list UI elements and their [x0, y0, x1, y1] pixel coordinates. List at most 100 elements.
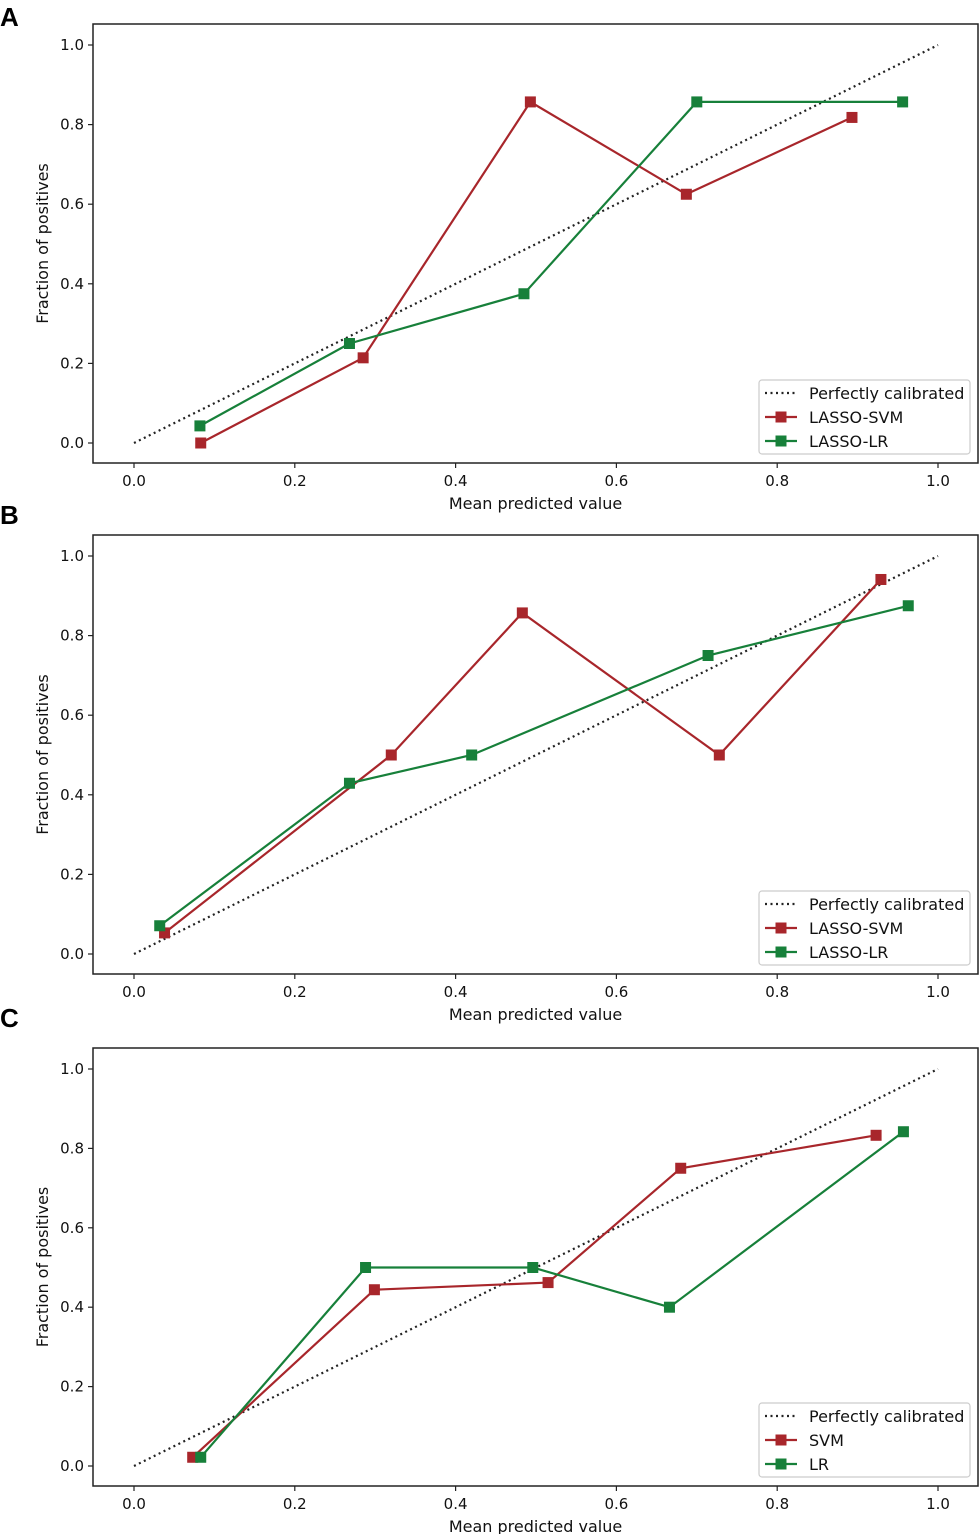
- data-point-lasso-lr: [897, 96, 909, 108]
- data-point-svm: [870, 1129, 882, 1141]
- data-point-lr: [360, 1262, 372, 1273]
- y-tick-label: 0.6: [60, 706, 84, 724]
- data-point-svm: [368, 1284, 380, 1296]
- legend-label: Perfectly calibrated: [809, 1407, 964, 1426]
- y-tick-label: 0.0: [60, 945, 84, 963]
- x-tick-label: 0.4: [444, 472, 468, 490]
- y-tick-label: 0.4: [60, 1298, 84, 1316]
- x-tick-label: 0.4: [444, 1495, 468, 1513]
- y-tick-label: 0.2: [60, 865, 84, 883]
- x-tick-label: 0.2: [283, 983, 307, 1001]
- y-tick-label: 0.8: [60, 116, 84, 134]
- data-point-lasso-svm: [524, 96, 536, 108]
- y-tick-label: 0.8: [60, 1139, 84, 1157]
- legend-box: [758, 890, 971, 966]
- data-point-lasso-svm: [159, 927, 171, 939]
- panel-label-c: C: [0, 1003, 19, 1033]
- panel-label-b: B: [0, 500, 19, 530]
- y-axis-title: Fraction of positives: [33, 674, 52, 835]
- legend-square-marker: [775, 411, 787, 423]
- data-point-lasso-lr: [194, 420, 206, 432]
- y-tick-label: 0.6: [60, 195, 84, 213]
- data-point-lasso-lr: [702, 650, 714, 661]
- legend-square-marker: [775, 1458, 787, 1470]
- legend: Perfectly calibrated LASSO-SVM LASSO-LR: [758, 890, 971, 966]
- x-tick-label: 0.2: [283, 1495, 307, 1513]
- data-point-lr: [195, 1451, 207, 1463]
- legend-square-marker: [775, 435, 787, 447]
- data-point-svm: [675, 1162, 687, 1174]
- legend-label: LASSO-SVM: [809, 408, 903, 427]
- legend-box: [758, 379, 971, 455]
- legend-box: [758, 1402, 971, 1478]
- data-point-lasso-svm: [516, 607, 528, 619]
- x-tick-label: 0.2: [283, 472, 307, 490]
- legend: Perfectly calibrated SVM LR: [758, 1402, 971, 1478]
- x-tick-label: 0.6: [604, 472, 628, 490]
- legend-label: SVM: [809, 1431, 844, 1450]
- data-point-lasso-lr: [902, 600, 914, 612]
- x-tick-label: 0.6: [604, 1495, 628, 1513]
- legend: Perfectly calibrated LASSO-SVM LASSO-LR: [758, 379, 971, 455]
- x-tick-label: 0.8: [765, 1495, 789, 1513]
- y-axis-title: Fraction of positives: [33, 163, 52, 324]
- data-point-lasso-lr: [466, 749, 478, 761]
- data-point-lr: [897, 1126, 909, 1138]
- x-tick-label: 0.0: [122, 983, 146, 1001]
- x-axis-title: Mean predicted value: [449, 494, 622, 513]
- perfectly-calibrated-line: [133, 1068, 939, 1467]
- legend-square-marker: [775, 946, 787, 958]
- data-point-svm: [542, 1277, 554, 1289]
- y-tick-label: 0.0: [60, 1457, 84, 1475]
- x-axis-title: Mean predicted value: [449, 1005, 622, 1024]
- legend-square-marker: [775, 922, 787, 934]
- data-point-lasso-lr: [343, 338, 355, 349]
- x-tick-label: 0.8: [765, 472, 789, 490]
- data-point-lasso-svm: [713, 749, 725, 761]
- data-point-lr: [527, 1262, 539, 1273]
- legend-label: Perfectly calibrated: [809, 895, 964, 914]
- data-point-lasso-lr: [518, 288, 530, 300]
- chart-panel-b: 0.0 0.2 0.4 0.6 0.8 1.0 0.0 0.2 0.4 0.6 0.8 1.0 Mean…: [33, 534, 979, 1024]
- y-tick-label: 0.8: [60, 627, 84, 645]
- y-axis-title: Fraction of positives: [33, 1187, 52, 1348]
- y-tick-label: 0.2: [60, 1378, 84, 1396]
- y-tick-label: 1.0: [60, 547, 84, 565]
- chart-panel-c: 0.0 0.2 0.4 0.6 0.8 1.0 0.0 0.2 0.4 0.6 0.8 1.0 Mean…: [33, 1047, 979, 1534]
- x-tick-label: 1.0: [926, 472, 950, 490]
- legend-square-marker: [775, 1434, 787, 1446]
- data-point-svm: [187, 1451, 199, 1463]
- data-point-lasso-lr: [154, 920, 166, 932]
- legend-label: LASSO-LR: [809, 943, 888, 962]
- x-axis-title: Mean predicted value: [449, 1517, 622, 1534]
- perfectly-calibrated-line: [133, 44, 939, 444]
- data-point-lasso-svm: [846, 111, 858, 123]
- legend-label: LASSO-LR: [809, 432, 888, 451]
- data-point-lasso-svm: [385, 749, 397, 761]
- y-tick-label: 0.6: [60, 1219, 84, 1237]
- data-point-lasso-svm: [680, 188, 692, 200]
- y-tick-label: 0.0: [60, 434, 84, 452]
- data-point-lasso-svm: [357, 352, 369, 364]
- x-tick-label: 1.0: [926, 983, 950, 1001]
- x-tick-label: 0.6: [604, 983, 628, 1001]
- data-point-lasso-lr: [691, 96, 703, 108]
- panel-label-a: A: [0, 2, 19, 32]
- x-tick-label: 0.4: [444, 983, 468, 1001]
- legend-label: LR: [809, 1455, 829, 1474]
- data-point-lasso-svm: [875, 573, 887, 585]
- legend-label: Perfectly calibrated: [809, 384, 964, 403]
- y-tick-label: 0.2: [60, 354, 84, 372]
- x-tick-label: 0.0: [122, 1495, 146, 1513]
- chart-panel-a: 0.0 0.2 0.4 0.6 0.8 1.0 0.0 0.2 0.4 0.6 0.8 1.0 Mean…: [33, 23, 979, 513]
- y-tick-label: 0.4: [60, 275, 84, 293]
- y-tick-label: 1.0: [60, 1060, 84, 1078]
- legend-label: LASSO-SVM: [809, 919, 903, 938]
- perfectly-calibrated-line: [133, 555, 939, 955]
- y-tick-label: 0.4: [60, 786, 84, 804]
- x-tick-label: 1.0: [926, 1495, 950, 1513]
- data-point-lr: [663, 1301, 675, 1313]
- data-point-lasso-lr: [343, 777, 355, 789]
- x-tick-label: 0.0: [122, 472, 146, 490]
